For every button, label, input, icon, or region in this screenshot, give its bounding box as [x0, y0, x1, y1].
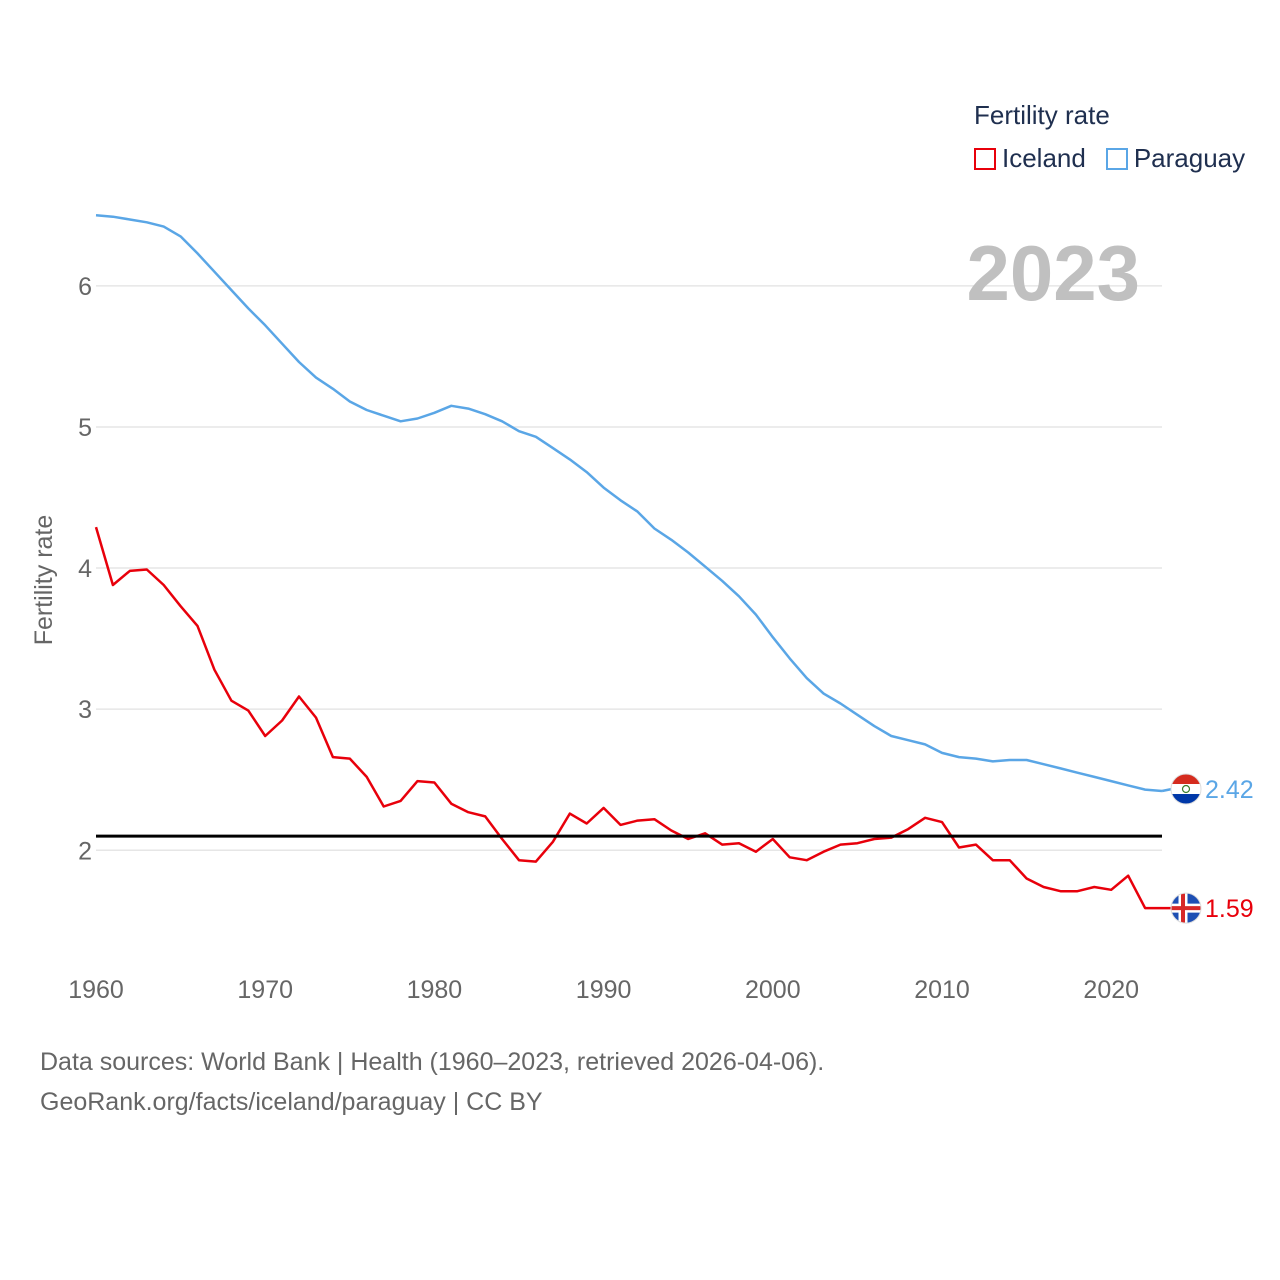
connector-paraguay	[1161, 787, 1173, 793]
legend-item-iceland[interactable]: Iceland	[974, 143, 1086, 174]
legend-label-paraguay: Paraguay	[1133, 143, 1246, 173]
x-tick-label-2000: 2000	[745, 976, 801, 1004]
end-value-label-iceland: 1.59	[1205, 895, 1254, 923]
data-sources-text: Data sources: World Bank | Health (1960–…	[40, 1048, 825, 1076]
legend-swatch-paraguay	[1105, 147, 1128, 170]
y-tick-label-5: 5	[78, 414, 92, 442]
x-tick-label-1960: 1960	[68, 976, 124, 1004]
x-tick-label-2020: 2020	[1083, 976, 1139, 1004]
source-link[interactable]: GeoRank.org/facts/iceland/paraguay | CC …	[40, 1088, 543, 1116]
y-tick-label-4: 4	[78, 555, 92, 583]
x-tick-label-2010: 2010	[914, 976, 970, 1004]
end-value-label-paraguay: 2.42	[1205, 776, 1254, 804]
legend-swatch-iceland	[974, 147, 996, 170]
y-tick-label-6: 6	[78, 273, 92, 301]
x-tick-label-1990: 1990	[576, 976, 632, 1004]
series-line-paraguay	[95, 214, 1163, 793]
x-axis-ticks: 1960 1970 1980 1990 2000 2010 2020	[68, 976, 1139, 1004]
series-lines	[94, 214, 1163, 910]
y-axis-ticks: 2 3 4 5 6	[78, 273, 92, 865]
legend-label-iceland: Iceland	[1002, 143, 1086, 173]
iceland-flag-icon	[1170, 892, 1202, 924]
end-markers: 1.59 2.42	[1161, 773, 1254, 924]
grid	[96, 285, 1162, 852]
footer: Data sources: World Bank | Health (1960–…	[40, 1042, 824, 1122]
legend-title: Fertility rate	[974, 100, 1110, 130]
legend: Fertility rate Iceland Paraguay	[974, 100, 1245, 174]
paraguay-flag-icon	[1170, 773, 1202, 805]
y-axis-label: Fertility rate	[30, 515, 58, 646]
year-label: 2023	[966, 229, 1140, 317]
y-tick-label-3: 3	[78, 696, 92, 724]
x-tick-label-1970: 1970	[237, 976, 293, 1004]
legend-item-paraguay[interactable]: Paraguay	[1105, 143, 1246, 174]
series-line-iceland	[94, 526, 1162, 910]
y-tick-label-2: 2	[78, 837, 92, 865]
x-tick-label-1980: 1980	[407, 976, 463, 1004]
